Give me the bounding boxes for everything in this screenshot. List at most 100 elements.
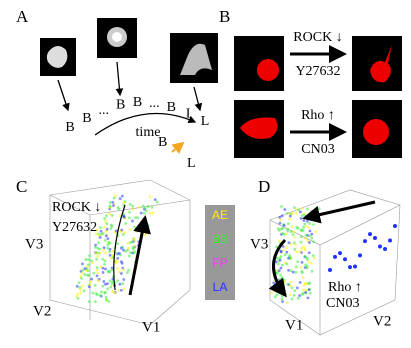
point [112,204,115,207]
point [118,197,122,201]
point [107,299,111,303]
treatment-label: ROCK ↓ [293,30,342,45]
point [97,241,100,245]
point [304,233,308,237]
point [123,231,127,235]
point [153,198,157,202]
point [127,268,131,272]
drug-label: Y27632 [52,220,97,235]
point [120,194,124,198]
point [82,289,86,293]
point [285,262,289,266]
axis-label: V1 [142,319,160,335]
point [393,223,397,228]
point [99,226,102,229]
point [118,282,122,286]
plot-3d [268,189,401,336]
point [291,270,295,274]
point [96,254,100,258]
point [116,260,120,263]
point [282,224,286,227]
point [104,234,108,238]
point [302,212,306,215]
point [98,251,102,255]
point [298,280,302,284]
legend-label: LA [213,280,228,294]
point [103,262,106,266]
point [279,277,282,281]
point [286,282,290,286]
point [310,269,314,273]
sequence-letter: ... [99,103,110,118]
axis-label: V3 [25,236,43,252]
point [129,251,132,255]
point [83,273,87,276]
point [306,296,310,300]
point [302,225,305,229]
point [106,287,110,291]
sequence-letter: B [116,98,125,113]
point [87,300,91,303]
point [294,207,298,211]
point [301,276,305,279]
point [304,237,307,240]
point [93,245,97,249]
point [285,232,288,236]
sequence-letter: B [65,120,74,135]
point [279,255,283,258]
axis-label: V1 [285,317,303,333]
point [108,247,112,251]
point [143,233,147,236]
point [121,282,125,285]
point [288,217,292,221]
point [87,285,91,289]
point [128,228,132,231]
point [105,222,109,226]
point [311,254,315,257]
panel-label: D [258,177,270,196]
point [279,218,282,222]
point [296,260,300,264]
point [94,300,97,304]
point [303,283,306,287]
point [102,280,106,283]
point [80,271,84,275]
point [94,232,98,236]
point [119,230,122,234]
point [307,260,311,264]
point [368,232,372,237]
point [333,254,337,259]
point [290,225,294,229]
transition-from: B [158,135,167,150]
point [307,251,311,255]
point [100,290,103,294]
point [279,266,283,270]
point [109,285,113,289]
point [305,256,309,260]
point [291,211,295,215]
point [298,250,302,254]
point [280,227,283,231]
point [299,217,303,220]
sequence-letter: B [167,100,176,115]
treatment-images [234,36,402,158]
point [305,266,309,270]
point [293,247,297,251]
point [108,212,112,216]
point [292,230,296,234]
point [151,211,155,215]
point [87,273,91,277]
legend-label: BB [212,232,228,246]
point [303,254,307,258]
point [312,223,315,226]
point [388,238,392,243]
point [104,251,108,255]
point [105,298,108,302]
point [289,230,293,233]
point [279,273,283,277]
point [122,287,126,291]
point [113,291,117,295]
point [103,225,107,229]
point [128,216,131,220]
point [290,297,294,301]
